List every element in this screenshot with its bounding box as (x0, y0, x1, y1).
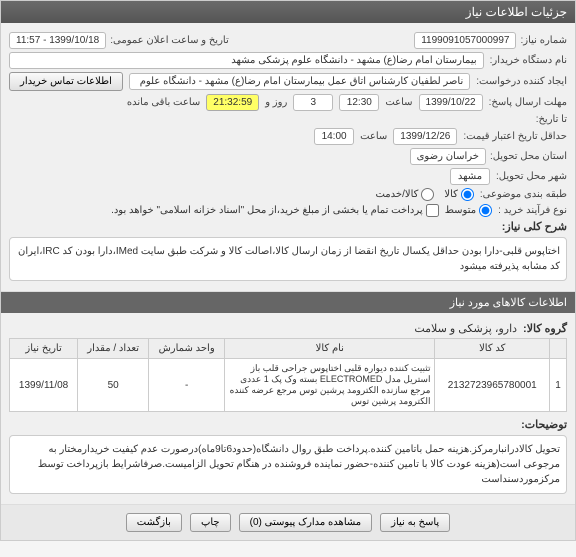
need-no-value: 1199091057000997 (414, 32, 516, 49)
announce-label: تاریخ و ساعت اعلان عمومی: (110, 35, 229, 46)
th-qty: تعداد / مقدار (78, 339, 149, 359)
panel-title: جزئیات اطلاعات نیاز (466, 5, 567, 19)
city-label: شهر محل تحویل: (496, 171, 567, 182)
countdown-days: 3 (293, 94, 333, 111)
items-header: اطلاعات کالاهای مورد نیاز (1, 292, 575, 313)
conditions-text: تحویل کالادرانبارمرکز.هزینه حمل باتامین … (9, 435, 567, 494)
pay-note-input[interactable] (426, 204, 439, 217)
radio-low-label: متوسط (445, 205, 476, 216)
cell-index: 1 (549, 359, 566, 412)
items-section: گروه کالا: دارو، پزشکی و سلامت کد کالا ن… (1, 313, 575, 505)
announce-value: 1399/10/18 - 11:57 (9, 32, 106, 49)
pay-note-label: پرداخت تمام یا بخشی از مبلغ خرید،از محل … (111, 205, 423, 216)
cell-date: 1399/11/08 (10, 359, 78, 412)
conditions-label: توضیحات: (521, 418, 567, 431)
radio-goods[interactable]: کالا (444, 188, 474, 201)
radio-low[interactable]: متوسط (445, 204, 492, 217)
deadline-time: 12:30 (339, 94, 379, 111)
countdown-time: 21:32:59 (206, 94, 259, 111)
table-row: 1 2132723965780001 تثبیت کننده دیواره قل… (10, 359, 567, 412)
time-label-1: ساعت (385, 97, 412, 108)
remaining-label: ساعت باقی مانده (127, 97, 200, 108)
cell-name: تثبیت کننده دیواره قلبی اختاپوس جراحی قل… (225, 359, 435, 412)
city-value: مشهد (450, 168, 490, 185)
th-index (549, 339, 566, 359)
to-date-label: تا تاریخ: (536, 114, 567, 125)
radio-service[interactable]: کالا/خدمت (375, 188, 434, 201)
process-radio-group: متوسط (445, 204, 492, 217)
main-panel: جزئیات اطلاعات نیاز شماره نیاز: 11990910… (0, 0, 576, 541)
budget-radio-group: کالا کالا/خدمت (375, 188, 473, 201)
pay-note-checkbox[interactable]: پرداخت تمام یا بخشی از مبلغ خرید،از محل … (111, 204, 439, 217)
time-label-2: ساعت (360, 131, 387, 142)
days-label: روز و (265, 97, 287, 108)
group-value: دارو، پزشکی و سلامت (414, 322, 517, 335)
search-button[interactable]: پاسخ به نیاز (380, 513, 450, 532)
th-name: نام کالا (225, 339, 435, 359)
min-valid-date: 1399/12/26 (393, 128, 457, 145)
radio-goods-input[interactable] (461, 188, 474, 201)
process-label: نوع فرآیند خرید : (498, 205, 567, 216)
info-section: شماره نیاز: 1199091057000997 تاریخ و ساع… (1, 23, 575, 292)
deadline-label: مهلت ارسال پاسخ: (489, 97, 567, 108)
panel-header: جزئیات اطلاعات نیاز (1, 1, 575, 23)
budget-label: طبقه بندی موضوعی: (480, 189, 567, 200)
cell-unit: - (149, 359, 225, 412)
desc-label: شرح کلی نیاز: (502, 220, 567, 233)
cell-qty: 50 (78, 359, 149, 412)
need-no-label: شماره نیاز: (520, 35, 567, 46)
radio-goods-label: کالا (444, 189, 458, 200)
th-unit: واحد شمارش (149, 339, 225, 359)
radio-service-label: کالا/خدمت (375, 189, 418, 200)
deadline-date: 1399/10/22 (419, 94, 483, 111)
province-label: استان محل تحویل: (490, 151, 567, 162)
buyer-value: بیمارستان امام رضا(ع) مشهد - دانشگاه علو… (9, 52, 484, 69)
creator-label: ایجاد کننده درخواست: (476, 76, 567, 87)
footer-buttons: پاسخ به نیاز مشاهده مدارک پیوستی (0) چاپ… (1, 505, 575, 540)
min-valid-time: 14:00 (314, 128, 354, 145)
th-code: کد کالا (435, 339, 550, 359)
radio-service-input[interactable] (421, 188, 434, 201)
desc-text: اختاپوس قلبی-دارا بودن حداقل یکسال تاریخ… (9, 237, 567, 281)
back-button[interactable]: بازگشت (126, 513, 182, 532)
group-label: گروه کالا: (523, 322, 567, 335)
creator-value: ناصر لطفیان کارشناس اتاق عمل بیمارستان ا… (129, 73, 470, 90)
print-button[interactable]: چاپ (190, 513, 231, 532)
th-date: تاریخ نیاز (10, 339, 78, 359)
min-valid-label: حداقل تاریخ اعتبار قیمت: (463, 131, 567, 142)
radio-low-input[interactable] (479, 204, 492, 217)
table-header-row: کد کالا نام کالا واحد شمارش تعداد / مقدا… (10, 339, 567, 359)
buyer-label: نام دستگاه خریدار: (490, 55, 567, 66)
cell-code: 2132723965780001 (435, 359, 550, 412)
attachments-button[interactable]: مشاهده مدارک پیوستی (0) (239, 513, 373, 532)
items-table: کد کالا نام کالا واحد شمارش تعداد / مقدا… (9, 338, 567, 412)
province-value: خراسان رضوی (410, 148, 486, 165)
contact-buyer-button[interactable]: اطلاعات تماس خریدار (9, 72, 123, 91)
